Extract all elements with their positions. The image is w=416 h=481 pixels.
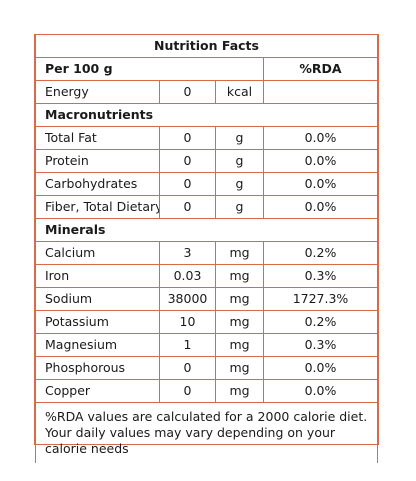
nutrient-unit: mg: [215, 356, 264, 380]
nutrient-unit: g: [215, 126, 264, 150]
nutrient-rda: 0.0%: [263, 356, 378, 380]
nutrient-unit: mg: [215, 287, 264, 311]
nutrient-unit: mg: [215, 333, 264, 357]
nutrient-value: 0: [159, 356, 216, 380]
nutrient-value: 10: [159, 310, 216, 334]
nutrient-value: 0: [159, 149, 216, 173]
nutrient-label: Copper: [35, 379, 160, 403]
nutrient-rda: 1727.3%: [263, 287, 378, 311]
table-row: Copper 0 mg 0.0%: [35, 379, 378, 403]
table-row: Magnesium 1 mg 0.3%: [35, 333, 378, 357]
nutrient-value: 0: [159, 195, 216, 219]
nutrient-rda: 0.0%: [263, 195, 378, 219]
nutrient-unit: mg: [215, 310, 264, 334]
nutrient-value: 0.03: [159, 264, 216, 288]
table-row: Total Fat 0 g 0.0%: [35, 126, 378, 150]
energy-row: Energy 0 kcal: [35, 80, 378, 104]
table-row: Iron 0.03 mg 0.3%: [35, 264, 378, 288]
nutrient-label: Energy: [35, 80, 160, 104]
nutrient-rda: 0.0%: [263, 126, 378, 150]
nutrition-table: Nutrition Facts Per 100 g %RDA Energy 0 …: [35, 35, 378, 463]
nutrient-unit: g: [215, 149, 264, 173]
table-row: Phosphorous 0 mg 0.0%: [35, 356, 378, 380]
section-row-minerals: Minerals: [35, 218, 378, 242]
nutrient-label: Calcium: [35, 241, 160, 265]
nutrient-unit: g: [215, 172, 264, 196]
nutrient-value: 38000: [159, 287, 216, 311]
nutrient-value: 0: [159, 379, 216, 403]
table-row: Sodium 38000 mg 1727.3%: [35, 287, 378, 311]
nutrient-rda: 0.0%: [263, 149, 378, 173]
nutrient-rda: 0.2%: [263, 241, 378, 265]
nutrient-value: 3: [159, 241, 216, 265]
nutrient-value: 0: [159, 172, 216, 196]
table-row: Protein 0 g 0.0%: [35, 149, 378, 173]
nutrient-value: 0: [159, 80, 216, 104]
title-row: Nutrition Facts: [35, 35, 378, 58]
nutrient-label: Magnesium: [35, 333, 160, 357]
nutrient-label: Total Fat: [35, 126, 160, 150]
rda-footnote: %RDA values are calculated for a 2000 ca…: [35, 402, 378, 463]
section-heading-macronutrients: Macronutrients: [35, 103, 378, 127]
nutrition-facts-panel: Nutrition Facts Per 100 g %RDA Energy 0 …: [34, 34, 379, 463]
nutrient-unit: kcal: [215, 80, 264, 104]
nutrient-rda: [263, 80, 378, 104]
nutrient-rda: 0.3%: [263, 333, 378, 357]
nutrient-label: Protein: [35, 149, 160, 173]
nutrient-label: Sodium: [35, 287, 160, 311]
nutrient-unit: mg: [215, 379, 264, 403]
nutrient-label: Fiber, Total Dietary: [35, 195, 160, 219]
table-row: Calcium 3 mg 0.2%: [35, 241, 378, 265]
nutrient-rda: 0.3%: [263, 264, 378, 288]
nutrient-rda: 0.0%: [263, 379, 378, 403]
table-row: Carbohydrates 0 g 0.0%: [35, 172, 378, 196]
nutrient-unit: g: [215, 195, 264, 219]
header-row: Per 100 g %RDA: [35, 57, 378, 81]
table-title: Nutrition Facts: [35, 35, 378, 58]
nutrient-label: Potassium: [35, 310, 160, 334]
nutrient-unit: mg: [215, 264, 264, 288]
nutrient-label: Iron: [35, 264, 160, 288]
nutrient-label: Phosphorous: [35, 356, 160, 380]
section-heading-minerals: Minerals: [35, 218, 378, 242]
nutrient-value: 1: [159, 333, 216, 357]
nutrient-label: Carbohydrates: [35, 172, 160, 196]
section-row-macronutrients: Macronutrients: [35, 103, 378, 127]
footnote-row: %RDA values are calculated for a 2000 ca…: [35, 402, 378, 463]
serving-size: Per 100 g: [35, 57, 264, 81]
nutrient-rda: 0.2%: [263, 310, 378, 334]
table-row: Fiber, Total Dietary 0 g 0.0%: [35, 195, 378, 219]
nutrient-rda: 0.0%: [263, 172, 378, 196]
rda-header: %RDA: [263, 57, 378, 81]
table-row: Potassium 10 mg 0.2%: [35, 310, 378, 334]
nutrient-value: 0: [159, 126, 216, 150]
nutrient-unit: mg: [215, 241, 264, 265]
